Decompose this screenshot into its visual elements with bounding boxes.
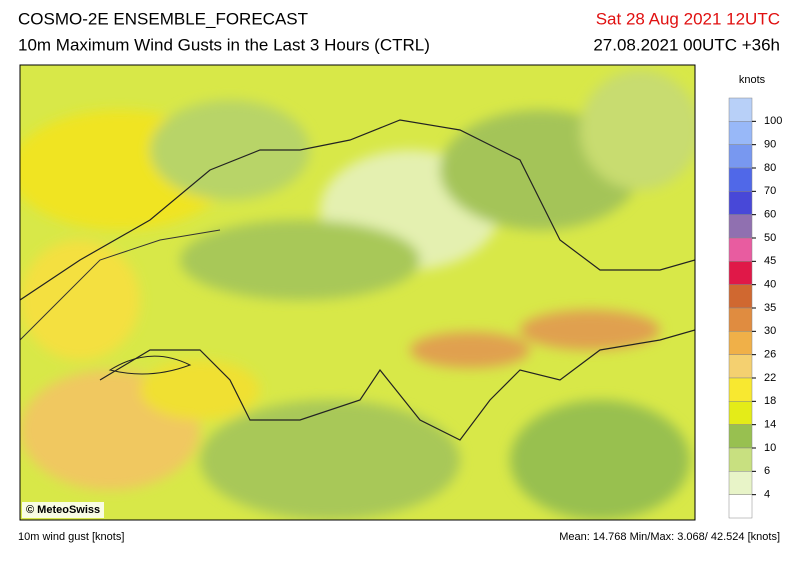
run-time: 27.08.2021 00UTC +36h	[593, 35, 780, 54]
copyright: © MeteoSwiss	[26, 504, 100, 516]
colorbar-label: 6	[764, 465, 770, 477]
colorbar-label: 35	[764, 302, 776, 314]
colorbar-swatch	[728, 144, 753, 169]
map-frame	[19, 64, 696, 521]
valid-time: Sat 28 Aug 2021 12UTC	[596, 9, 780, 28]
colorbar-label: 30	[764, 325, 776, 337]
colorbar-swatch	[728, 494, 753, 519]
colorbar-label: 45	[764, 255, 776, 267]
colorbar-swatch	[728, 307, 753, 332]
colorbar-label: 22	[764, 372, 776, 384]
colorbar-swatch	[728, 237, 753, 262]
colorbar-swatch	[728, 97, 753, 122]
footer-stats: Mean: 14.768 Min/Max: 3.068/ 42.524 [kno…	[559, 531, 780, 543]
colorbar-swatch	[728, 261, 753, 285]
colorbar-swatch	[728, 214, 753, 239]
colorbar-label: 70	[764, 185, 776, 197]
colorbar-swatch	[728, 191, 753, 215]
colorbar-label: 26	[764, 349, 776, 361]
colorbar-label: 10	[764, 442, 776, 454]
colorbar-swatch	[728, 401, 753, 425]
copyright-box	[22, 502, 104, 518]
footer-variable: 10m wind gust [knots]	[18, 531, 124, 543]
colorbar-swatch	[728, 167, 753, 192]
colorbar-swatch	[728, 424, 753, 449]
colorbar-swatch	[728, 121, 753, 145]
colorbar-swatch	[728, 331, 753, 355]
colorbar-swatch	[728, 377, 753, 402]
title: COSMO-2E ENSEMBLE_FORECAST	[18, 9, 308, 28]
colorbar-swatch	[728, 284, 753, 309]
map	[20, 65, 695, 520]
colorbar-label: 18	[764, 395, 776, 407]
colorbar: 100 90 80 70 60 50 45 40 35 30 26 22 18 14 10 6 4	[728, 97, 782, 519]
colorbar-swatch	[728, 447, 753, 472]
colorbar-label: 40	[764, 279, 776, 291]
colorbar-label: 4	[764, 489, 770, 501]
colorbar-label: 80	[764, 162, 776, 174]
colorbar-label: 14	[764, 419, 776, 431]
subtitle: 10m Maximum Wind Gusts in the Last 3 Hou…	[18, 35, 430, 54]
colorbar-label: 50	[764, 232, 776, 244]
colorbar-unit: knots	[739, 74, 766, 86]
colorbar-swatch	[728, 471, 753, 495]
colorbar-label: 60	[764, 209, 776, 221]
colorbar-label: 100	[764, 115, 782, 127]
colorbar-label: 90	[764, 139, 776, 151]
colorbar-swatch	[728, 354, 753, 379]
